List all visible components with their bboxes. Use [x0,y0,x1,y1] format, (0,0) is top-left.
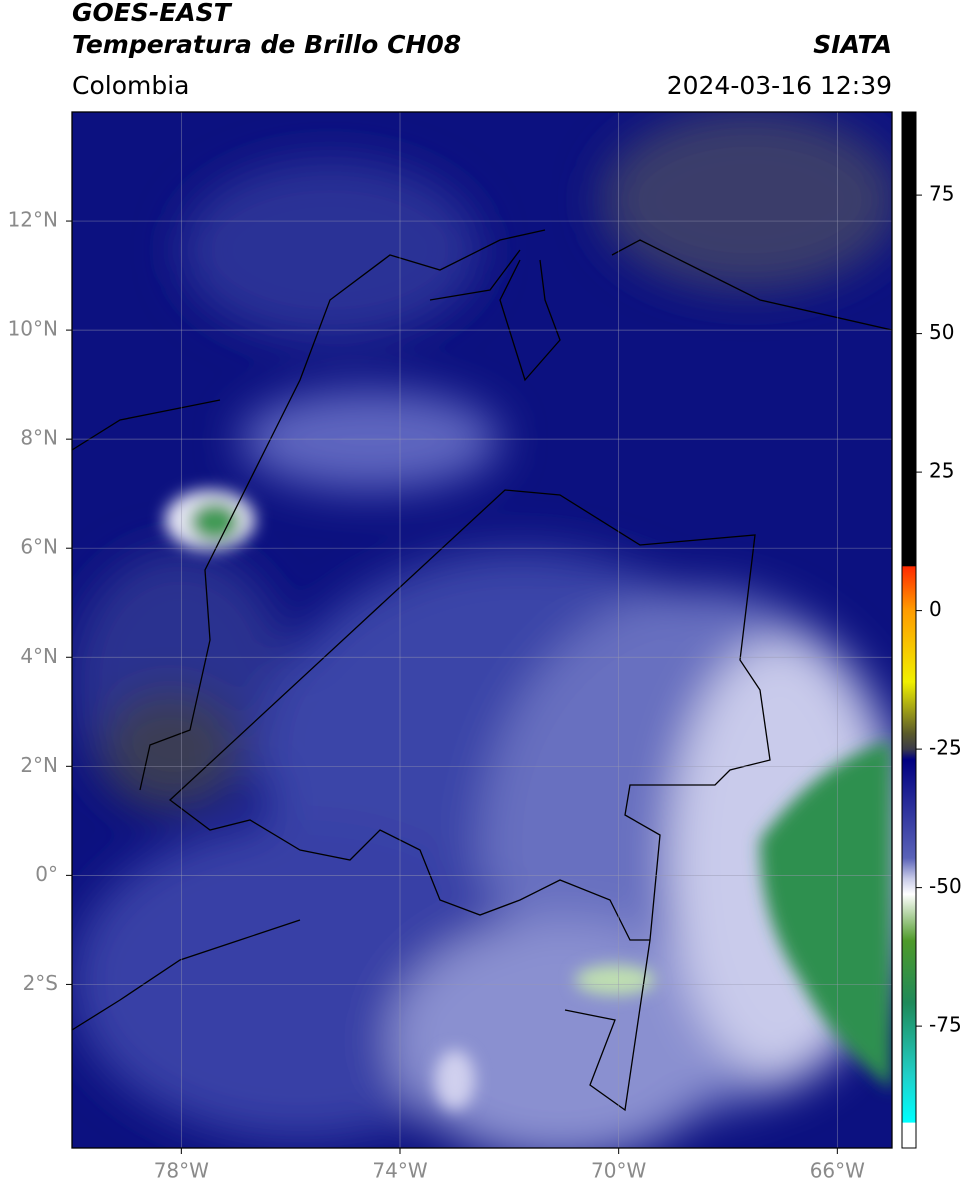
y-tick-label: 0° [35,862,58,886]
graticule [72,112,892,1148]
x-tick-label: 70°W [591,1159,646,1183]
colorbar-tick-label: 25 [929,459,954,483]
title: GOES-EAST [72,0,233,27]
colorbar-tick-label: 0 [929,597,942,621]
map-frame [71,111,893,1149]
satellite-image [72,112,892,1148]
colorbar [901,111,917,1149]
region: Colombia [72,71,189,100]
source: SIATA [813,30,892,59]
x-tick-label: 66°W [810,1159,865,1183]
datetime: 2024-03-16 12:39 [667,71,892,100]
subtitle: Temperatura de Brillo CH08 [72,30,461,59]
colorbar-tick-label: 50 [929,320,954,344]
x-tick-label: 78°W [154,1159,209,1183]
colorbar-tick-label: -25 [929,736,962,760]
y-tick-label: 8°N [20,426,58,450]
y-tick-label: 6°N [20,535,58,559]
colorbar-tick-label: 75 [929,182,954,206]
y-tick-label: 10°N [8,317,58,341]
x-tick-label: 74°W [372,1159,427,1183]
y-tick-label: 12°N [8,208,58,232]
y-tick-label: 2°N [20,753,58,777]
y-tick-label: 4°N [20,644,58,668]
colorbar-tick-label: -75 [929,1013,962,1037]
y-tick-label: 2°S [23,971,58,995]
colorbar-tick-label: -50 [929,874,962,898]
